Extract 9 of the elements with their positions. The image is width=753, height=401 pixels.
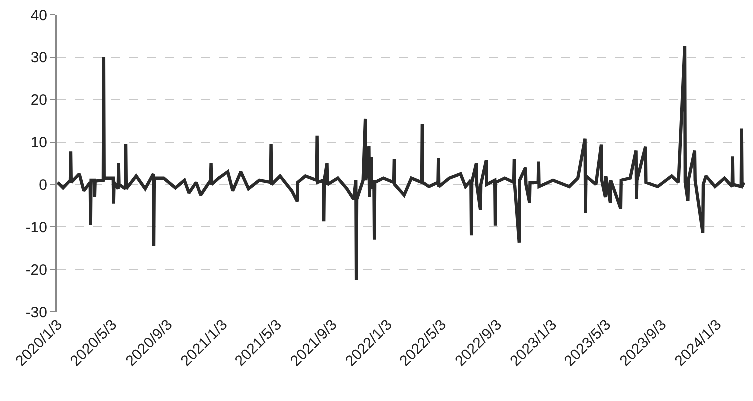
y-tick-label: 20 (30, 92, 48, 110)
y-tick-label: -10 (26, 219, 48, 236)
y-tick-label: 10 (30, 134, 48, 152)
y-tick-label: 0 (39, 176, 48, 194)
line-series (57, 44, 745, 282)
y-tick-label: -30 (26, 304, 48, 322)
y-tick-label: 30 (30, 50, 48, 67)
y-tick-label: -20 (26, 262, 48, 279)
y-tick-label: 40 (30, 7, 48, 24)
